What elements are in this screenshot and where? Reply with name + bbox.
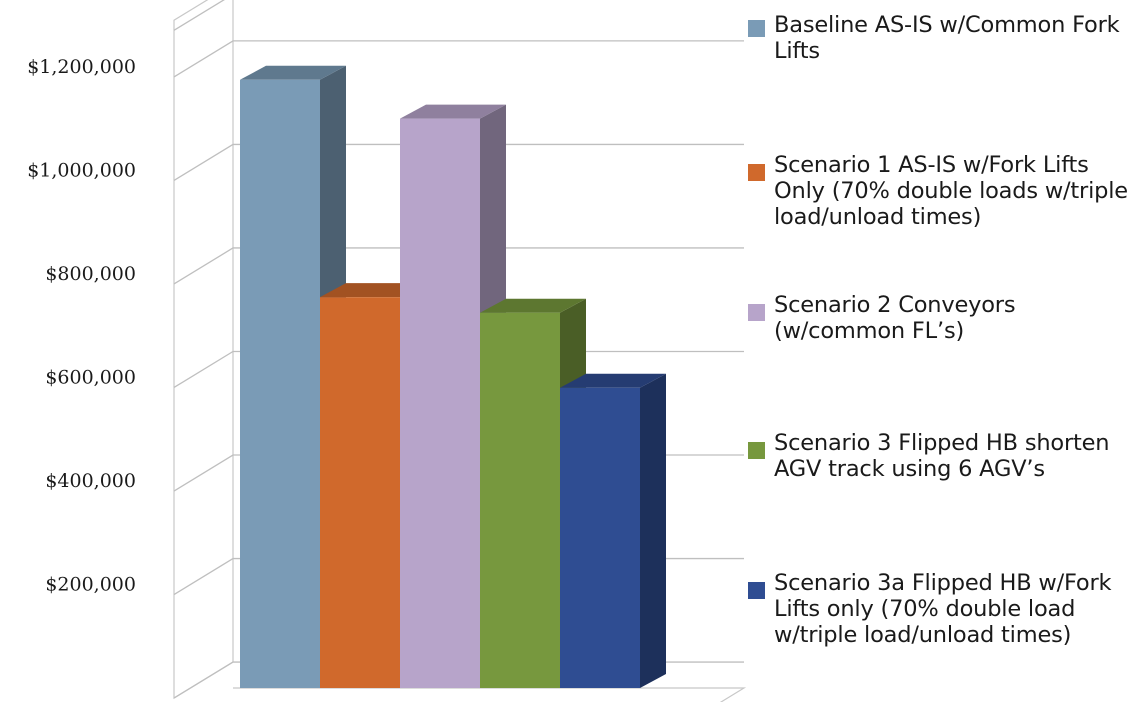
- y-axis-tick-labels: $200,000 $400,000 $600,000 $800,000 $1,000,0…: [27, 56, 136, 596]
- bar: [240, 65, 346, 688]
- legend-label: Scenario 2 Conveyors (w/common FL’s): [774, 292, 1016, 344]
- legend-swatch: [748, 164, 765, 181]
- legend-swatch: [748, 582, 765, 599]
- bar-top: [320, 283, 426, 298]
- y-tick-label: $1,000,000: [27, 159, 136, 181]
- bar-chart: $200,000 $400,000 $600,000 $800,000 $1,000,0…: [27, 0, 747, 702]
- legend-label: Baseline AS-IS w/Common Fork Lifts: [774, 12, 1120, 64]
- legend: Baseline AS-IS w/Common Fork Lifts Scenar…: [748, 0, 1136, 702]
- y-tick-label: $200,000: [45, 573, 136, 595]
- bar-front: [240, 79, 320, 688]
- y-tick-label: $600,000: [45, 366, 136, 388]
- gridline: [173, 40, 744, 78]
- legend-swatch: [748, 304, 765, 321]
- bar-top: [560, 373, 666, 388]
- bars: [240, 65, 666, 688]
- bar-front: [560, 387, 640, 688]
- bar-front: [480, 312, 560, 688]
- floor-edge: [233, 687, 747, 702]
- gridline: [173, 0, 225, 31]
- y-tick-label: $1,200,000: [27, 56, 136, 78]
- legend-label: Scenario 3a Flipped HB w/Fork Lifts only…: [774, 570, 1112, 648]
- side-wall: [173, 0, 234, 700]
- bar-top: [400, 104, 506, 119]
- legend-label: Scenario 3 Flipped HB shorten AGV track …: [774, 430, 1110, 482]
- bar-front: [400, 118, 480, 688]
- gridline: [173, 143, 744, 181]
- bar-top: [240, 65, 346, 80]
- y-tick-label: $800,000: [45, 263, 136, 285]
- bar: [560, 373, 666, 688]
- legend-label: Scenario 1 AS-IS w/Fork Lifts Only (70% …: [774, 152, 1128, 230]
- bar-front: [320, 297, 400, 688]
- bar-top: [480, 298, 586, 313]
- y-tick-label: $400,000: [45, 470, 136, 492]
- bar-side: [640, 373, 666, 688]
- gridline: [173, 247, 744, 285]
- legend-swatch: [748, 442, 765, 459]
- legend-swatch: [748, 20, 765, 37]
- gridlines: [173, 0, 744, 699]
